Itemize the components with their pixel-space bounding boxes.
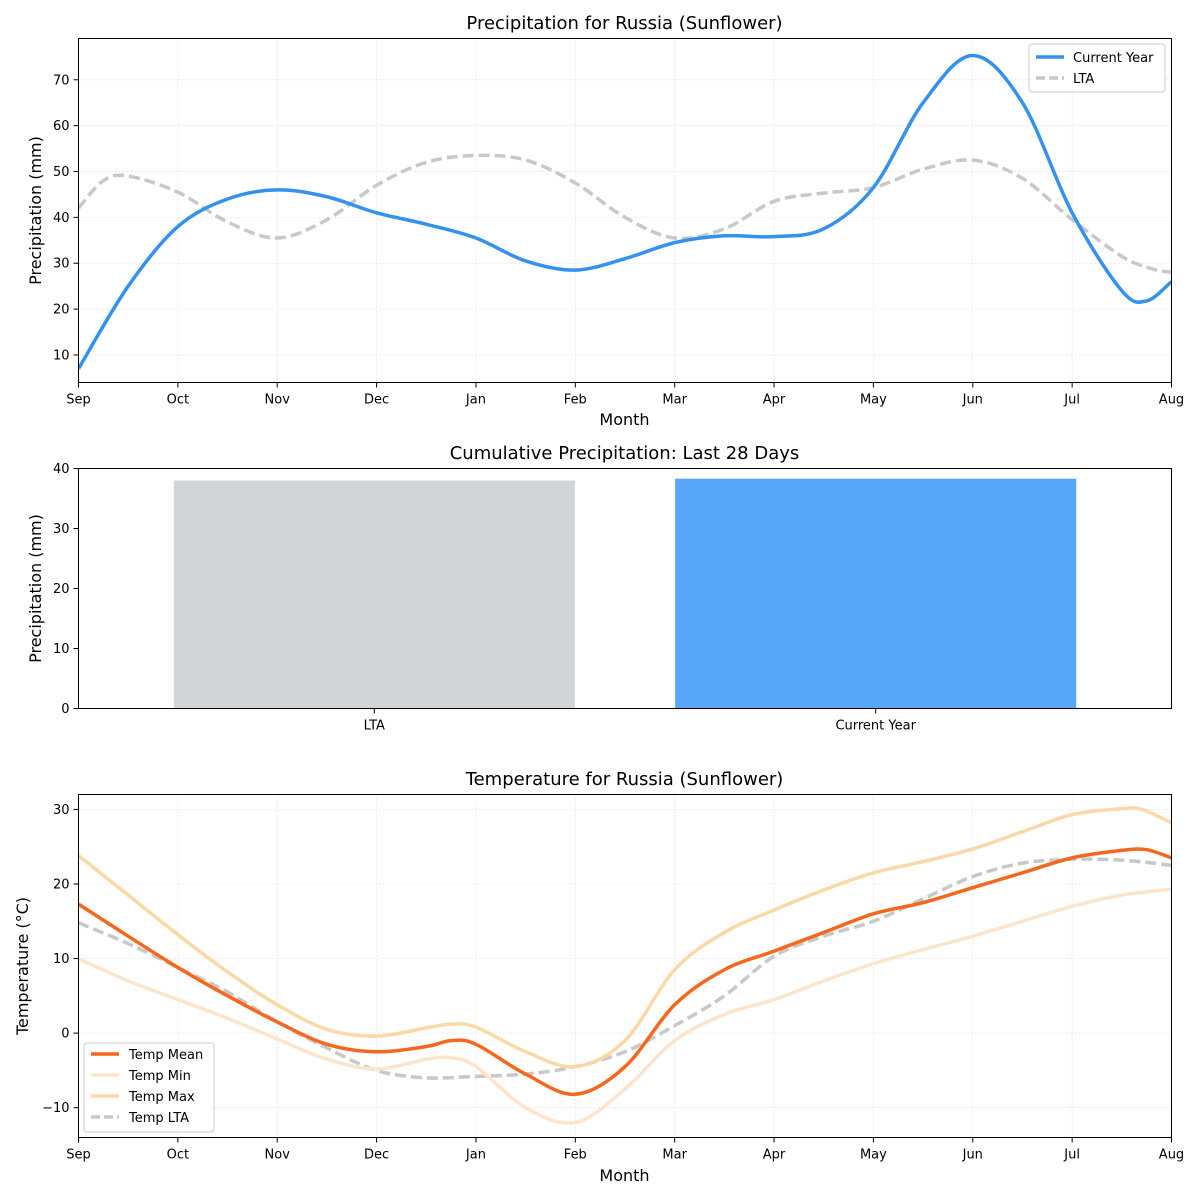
- x-tick-label-may: May: [860, 1148, 887, 1163]
- x-tick-label-nov: Nov: [265, 393, 291, 408]
- precipitation-ticks: Sep Oct Nov Dec Jan Feb Mar Apr May Jun Jul Aug 10 20…: [53, 73, 1184, 407]
- precipitation-legend: Current Year LTA: [1028, 43, 1166, 93]
- legend-current-year-label: Current Year: [1073, 51, 1154, 66]
- temperature-chart-title: Temperature for Russia (Sunflower): [465, 769, 784, 790]
- temperature-ticks: Sep Oct Nov Dec Jan Feb Mar Apr May Jun Jul Aug −10 0…: [42, 803, 1184, 1163]
- cumulative-ticks: LTA Current Year 0 10 20 30 40: [53, 462, 917, 734]
- y-tick-label: 10: [53, 952, 70, 967]
- x-tick-label-jan: Jan: [465, 1148, 486, 1163]
- y-tick-label: 0: [61, 702, 69, 717]
- legend-lta-label: LTA: [1073, 72, 1094, 87]
- precipitation-line-panel: Precipitation for Russia (Sunflower) Mon…: [26, 13, 1184, 429]
- x-tick-label-nov: Nov: [265, 1148, 291, 1163]
- legend-temp-max-label: Temp Max: [128, 1090, 195, 1105]
- cumulative-bars: [173, 478, 1077, 709]
- temperature-plot-frame: [78, 794, 1172, 1138]
- x-tick-label-oct: Oct: [167, 393, 189, 408]
- x-tick-label-apr: Apr: [763, 1148, 786, 1163]
- temperature-legend: Temp Mean Temp Min Temp Max Temp LTA: [83, 1042, 215, 1133]
- x-tick-label-dec: Dec: [364, 1148, 389, 1163]
- y-tick-label: 20: [53, 582, 70, 597]
- x-tick-label-feb: Feb: [564, 393, 587, 408]
- x-tick-label-jun: Jun: [962, 1148, 983, 1163]
- x-tick-label-current-year: Current Year: [835, 719, 916, 734]
- y-tick-label: 40: [53, 462, 70, 477]
- x-tick-label-aug: Aug: [1159, 393, 1184, 408]
- x-tick-label-dec: Dec: [364, 393, 389, 408]
- y-tick-label: −10: [42, 1101, 69, 1116]
- x-tick-label-feb: Feb: [564, 1148, 587, 1163]
- precipitation-y-axis-label: Precipitation (mm): [26, 136, 45, 285]
- y-tick-label: 60: [53, 119, 70, 134]
- y-tick-label: 30: [53, 257, 70, 272]
- precipitation-chart-title: Precipitation for Russia (Sunflower): [466, 13, 782, 34]
- precipitation-plot-frame: [78, 38, 1172, 383]
- legend-temp-mean-label: Temp Mean: [128, 1048, 203, 1063]
- legend-temp-min-label: Temp Min: [128, 1069, 191, 1084]
- x-tick-label-may: May: [860, 393, 887, 408]
- legend-temp-lta-label: Temp LTA: [128, 1111, 189, 1126]
- series-line-temp-max: [78, 806, 1172, 1069]
- temperature-x-axis-label: Month: [599, 1166, 649, 1185]
- x-tick-label-apr: Apr: [763, 393, 786, 408]
- x-tick-label-mar: Mar: [662, 1148, 687, 1163]
- y-tick-label: 10: [53, 642, 70, 657]
- cumulative-precipitation-bar-panel: Cumulative Precipitation: Last 28 Days P…: [26, 443, 1172, 734]
- x-tick-label-sep: Sep: [66, 393, 91, 408]
- y-tick-label: 20: [53, 303, 70, 318]
- temperature-y-axis-label: Temperature (°C): [13, 897, 32, 1036]
- series-line-current-year: [78, 53, 1172, 370]
- x-tick-label-jul: Jul: [1063, 393, 1080, 408]
- y-tick-label: 30: [53, 803, 70, 818]
- temperature-series: [78, 806, 1172, 1125]
- precipitation-x-axis-label: Month: [599, 410, 649, 429]
- x-tick-label-lta: LTA: [364, 719, 385, 734]
- x-tick-label-aug: Aug: [1159, 1148, 1184, 1163]
- y-tick-label: 70: [53, 73, 70, 88]
- temperature-legend-box: [83, 1042, 215, 1133]
- x-tick-label-sep: Sep: [66, 1148, 91, 1163]
- precipitation-series: [78, 53, 1172, 370]
- temperature-line-panel: Temperature for Russia (Sunflower) Month…: [13, 769, 1184, 1185]
- x-tick-label-jun: Jun: [962, 393, 983, 408]
- series-line-temp-min: [78, 887, 1172, 1125]
- y-tick-label: 20: [53, 877, 70, 892]
- x-tick-label-jan: Jan: [465, 393, 486, 408]
- bar-current-year: [675, 478, 1077, 709]
- cumulative-chart-title: Cumulative Precipitation: Last 28 Days: [450, 443, 800, 464]
- x-tick-label-jul: Jul: [1063, 1148, 1080, 1163]
- x-tick-label-oct: Oct: [167, 1148, 189, 1163]
- bar-lta: [173, 480, 575, 709]
- y-tick-label: 30: [53, 522, 70, 537]
- y-tick-label: 40: [53, 211, 70, 226]
- series-line-temp-mean: [78, 847, 1172, 1097]
- cumulative-y-axis-label: Precipitation (mm): [26, 514, 45, 663]
- y-tick-label: 50: [53, 165, 70, 180]
- series-line-lta: [78, 153, 1172, 275]
- y-tick-label: 10: [53, 348, 70, 363]
- y-tick-label: 0: [61, 1027, 69, 1042]
- series-line-temp-lta: [78, 857, 1172, 1080]
- x-tick-label-mar: Mar: [662, 393, 687, 408]
